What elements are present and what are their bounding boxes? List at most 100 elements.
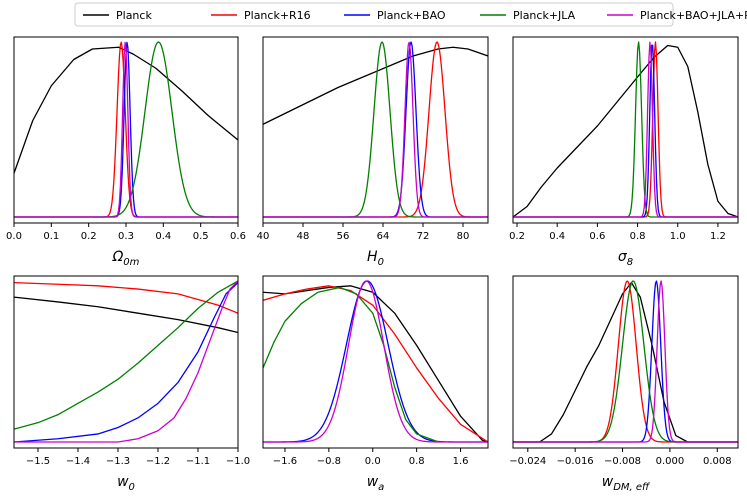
x-axis-label-main: H <box>367 249 378 265</box>
series-planck-jla <box>513 41 738 218</box>
series-planck-r16 <box>14 281 238 314</box>
series-group <box>513 280 738 443</box>
series-group <box>263 41 488 218</box>
series-planck-r16 <box>263 41 488 218</box>
x-tick-label: 0.2 <box>81 231 97 242</box>
x-axis-label-sub: 8 <box>627 257 633 268</box>
x-axis-label-sub: 0 <box>129 482 135 493</box>
panel-om: 0.0 0.1 0.2 0.3 0.4 0.5 0.6 Ω0m <box>6 36 246 268</box>
x-tick-label: 64 <box>377 231 390 242</box>
x-tick-label: 0.4 <box>549 231 565 242</box>
series-planck <box>14 46 238 174</box>
x-tick-label: 80 <box>457 231 470 242</box>
x-tick-label: −1.0 <box>226 456 250 467</box>
series-planck-r16 <box>513 41 738 218</box>
axes-frame <box>262 275 489 449</box>
x-tick-label: 0.3 <box>118 231 134 242</box>
legend-label: Planck+BAO+JLA+R16 <box>640 9 747 22</box>
x-tick-label: 0.6 <box>230 231 246 242</box>
x-tick-label: 0.8 <box>409 456 425 467</box>
x-tick-label: 1.2 <box>710 231 726 242</box>
x-tick-label: 1.6 <box>453 456 469 467</box>
series-planck-jla <box>263 286 439 443</box>
legend: Planck Planck+R16 Planck+BAO Planck+JLA Plan… <box>74 2 747 27</box>
x-axis-label-main: w <box>367 474 379 490</box>
series-planck <box>263 285 488 443</box>
series-planck-bao-jla-r16 <box>263 280 488 443</box>
panel-h0: 40 48 56 64 72 80 H0 <box>257 36 489 268</box>
series-planck-bao <box>513 280 738 443</box>
x-tick-label: 0.8 <box>630 231 646 242</box>
series-group <box>14 41 238 218</box>
x-tick-label: −1.3 <box>106 456 130 467</box>
x-axis-label: wDM, eff <box>602 474 651 493</box>
series-planck <box>14 296 238 334</box>
x-tick-label: −0.016 <box>557 456 594 467</box>
x-tick-label: 0.1 <box>43 231 59 242</box>
x-tick-label: −1.2 <box>146 456 170 467</box>
legend-label: Planck <box>116 9 152 22</box>
axes-frame <box>512 275 739 449</box>
x-axis-label-sub: a <box>378 482 384 493</box>
axes-frame <box>512 36 739 224</box>
x-tick-label: −1.4 <box>66 456 90 467</box>
legend-item-planck-jla: Planck+JLA <box>480 9 576 22</box>
legend-label: Planck+R16 <box>244 9 311 22</box>
x-tick-label: 0.000 <box>656 456 685 467</box>
series-planck-bao-jla-r16 <box>513 280 738 443</box>
series-planck <box>513 281 738 443</box>
series-planck <box>263 46 488 125</box>
x-tick-label: 48 <box>297 231 310 242</box>
legend-label: Planck+JLA <box>513 9 576 22</box>
x-tick-label: 0.6 <box>589 231 605 242</box>
series-planck-bao-jla-r16 <box>14 41 238 218</box>
x-tick-label: −1.5 <box>26 456 50 467</box>
series-planck-jla <box>14 280 238 430</box>
series-group <box>14 280 238 443</box>
panel-w0: −1.5 −1.4 −1.3 −1.2 −1.1 −1.0 w0 <box>13 275 250 493</box>
series-planck-jla <box>513 280 738 443</box>
series-planck-r16 <box>263 285 488 443</box>
x-tick-label: −0.008 <box>604 456 641 467</box>
x-axis-label-main: σ <box>618 249 628 265</box>
x-tick-label: −0.8 <box>317 456 341 467</box>
x-axis-label: wa <box>367 474 385 493</box>
x-axis-label-sub: 0m <box>123 257 139 268</box>
x-tick-label: 1.0 <box>670 231 686 242</box>
x-tick-label: 56 <box>337 231 350 242</box>
series-planck <box>513 44 738 218</box>
x-axis-label-main: Ω <box>112 249 124 265</box>
x-axis-label: w0 <box>117 474 135 493</box>
legend-item-planck-bao: Planck+BAO <box>344 9 446 22</box>
axes-frame <box>13 275 239 449</box>
x-tick-label: −0.024 <box>509 456 546 467</box>
x-tick-label: 0.2 <box>509 231 525 242</box>
legend-item-planck: Planck <box>83 9 152 22</box>
legend-item-planck-r16: Planck+R16 <box>211 9 311 22</box>
legend-label: Planck+BAO <box>377 9 446 22</box>
series-planck-r16 <box>513 280 738 443</box>
series-planck-jla <box>263 41 488 218</box>
series-group <box>263 280 488 443</box>
series-planck-bao-jla-r16 <box>513 41 738 218</box>
x-tick-label: −1.6 <box>273 456 297 467</box>
x-axis-label: Ω0m <box>112 249 140 268</box>
series-planck-bao <box>513 44 738 218</box>
legend-box <box>74 2 674 27</box>
series-planck-bao <box>263 41 488 218</box>
x-tick-label: 0.0 <box>365 456 381 467</box>
series-planck-bao-jla-r16 <box>263 41 488 218</box>
x-tick-label: 0.008 <box>703 456 732 467</box>
x-tick-label: 72 <box>417 231 430 242</box>
x-axis-label: σ8 <box>618 249 633 268</box>
panel-wa: −1.6 −0.8 0.0 0.8 1.6 wa <box>262 275 489 493</box>
series-planck-bao <box>14 282 238 443</box>
x-axis-label-sub: 0 <box>378 257 384 268</box>
panel-s8: 0.2 0.4 0.6 0.8 1.0 1.2 σ8 <box>509 36 739 268</box>
x-axis-label: H0 <box>367 249 384 268</box>
x-tick-label: 0.0 <box>6 231 22 242</box>
x-tick-label: 40 <box>257 231 270 242</box>
x-axis-label-main: w <box>117 474 129 490</box>
